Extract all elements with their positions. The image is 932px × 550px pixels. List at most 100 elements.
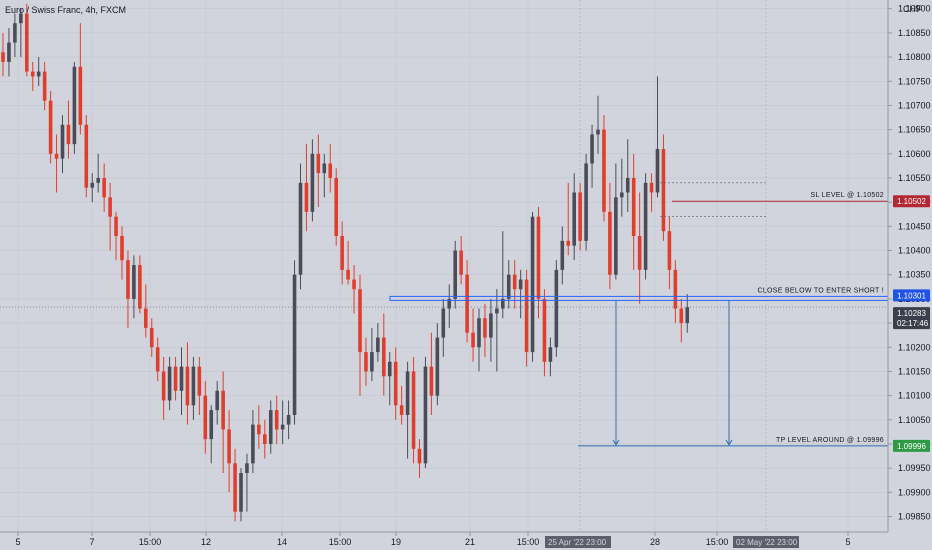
- candle-body: [78, 66, 83, 125]
- candle-body: [197, 366, 202, 396]
- candle: [423, 356, 428, 469]
- candle: [489, 298, 493, 362]
- candle: [298, 163, 303, 290]
- candle-body: [239, 472, 243, 512]
- candle: [30, 61, 35, 91]
- countdown-text: 02:17:46: [897, 319, 929, 328]
- candle-body: [399, 405, 404, 415]
- candle: [655, 76, 660, 198]
- candle-body: [637, 236, 642, 270]
- candle: [280, 400, 285, 444]
- candle-body: [19, 13, 23, 24]
- candle: [417, 439, 422, 478]
- candle: [590, 124, 594, 188]
- candle-body: [30, 71, 35, 77]
- candle: [54, 134, 59, 193]
- candle: [548, 337, 553, 377]
- candle-body: [328, 163, 333, 178]
- candle-body: [614, 197, 618, 275]
- candlestick-series: [1, 3, 690, 522]
- candle: [334, 168, 338, 246]
- entry-level-label: CLOSE BELOW TO ENTER SHORT !: [757, 287, 884, 294]
- candle-body: [102, 177, 106, 198]
- candle-body: [358, 289, 362, 353]
- candle-body: [370, 352, 374, 372]
- candle-body: [72, 66, 77, 145]
- candle: [78, 23, 83, 135]
- candle-body: [352, 279, 356, 290]
- candle: [19, 8, 23, 58]
- time-axis[interactable]: 5 7 15:00 12 14 15:00 19 21 15:00 28 15:00 5: [15, 532, 851, 547]
- candle: [227, 410, 231, 493]
- x-tick-label: 19: [391, 537, 401, 547]
- candle-body: [298, 182, 303, 275]
- candle: [36, 57, 41, 87]
- candle: [542, 289, 547, 377]
- y-tick-label: 1.10350: [898, 270, 931, 280]
- candle-body: [376, 337, 380, 353]
- candle: [126, 250, 130, 328]
- candle-body: [393, 361, 398, 406]
- candle: [257, 405, 261, 449]
- y-tick-label: 1.10550: [898, 173, 931, 183]
- candle-body: [423, 366, 428, 464]
- candle: [382, 313, 386, 396]
- y-tick-label: 1.10100: [898, 391, 931, 401]
- candle-body: [536, 216, 541, 299]
- candle-body: [209, 410, 214, 440]
- candle-body: [382, 337, 386, 377]
- entry-price-tag-text: 1.10301: [897, 291, 926, 300]
- candle-body: [138, 265, 142, 309]
- candle: [643, 173, 648, 280]
- candle-body: [286, 414, 291, 425]
- candle: [1, 32, 5, 77]
- candle: [310, 139, 315, 222]
- candle: [120, 226, 124, 280]
- candle: [13, 13, 17, 58]
- candle: [620, 158, 624, 217]
- candle-body: [149, 327, 154, 348]
- candle: [673, 260, 678, 324]
- candle: [501, 231, 505, 319]
- candle-body: [596, 129, 600, 135]
- candle: [102, 163, 106, 212]
- candle-body: [524, 279, 529, 353]
- candle: [191, 356, 196, 420]
- candle-body: [280, 424, 285, 430]
- candle: [90, 173, 95, 203]
- candle-body: [417, 448, 422, 464]
- candle: [518, 269, 523, 319]
- candle: [370, 327, 374, 382]
- candle: [114, 211, 118, 261]
- candle: [554, 260, 559, 357]
- candle-body: [1, 52, 5, 62]
- candle-body: [590, 134, 594, 164]
- candle: [530, 211, 535, 362]
- candle-body: [655, 148, 660, 193]
- candle-body: [435, 337, 440, 396]
- x-tick-label: 15:00: [139, 537, 162, 547]
- candle-body: [114, 216, 118, 237]
- candle-body: [441, 308, 446, 338]
- candle-body: [673, 269, 678, 309]
- candle-body: [126, 260, 130, 299]
- candle-body: [483, 318, 487, 338]
- candle-body: [84, 124, 89, 188]
- candle-body: [215, 390, 219, 411]
- candle: [399, 385, 404, 425]
- candle-body: [274, 410, 279, 430]
- candle: [358, 274, 362, 396]
- candle: [239, 468, 243, 522]
- candle-body: [268, 410, 273, 444]
- candle-body: [257, 424, 261, 435]
- candle: [560, 226, 565, 285]
- candle-body: [506, 274, 511, 299]
- candle-body: [60, 124, 65, 159]
- candle-body: [90, 182, 95, 188]
- candle: [215, 381, 219, 425]
- candle-body: [405, 371, 410, 415]
- candle: [328, 144, 333, 193]
- candle: [274, 395, 279, 444]
